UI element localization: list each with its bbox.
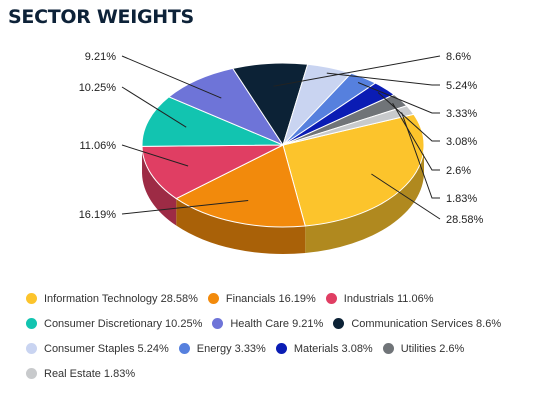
data-label-7: 3.33% xyxy=(446,108,477,120)
leader-line-2 xyxy=(121,144,189,167)
legend-marker-icon xyxy=(26,318,37,329)
legend-label: Industrials 11.06% xyxy=(343,292,434,305)
legend-row: Real Estate 1.83% xyxy=(26,361,538,386)
legend-label: Health Care 9.21% xyxy=(230,317,324,330)
legend-item-communication-services[interactable]: Communication Services 8.6% xyxy=(333,318,501,330)
legend-marker-icon xyxy=(178,343,190,354)
legend-label: Communication Services 8.6% xyxy=(351,317,502,330)
leader-line-7 xyxy=(357,82,440,114)
pie-side-1 xyxy=(176,198,306,254)
legend-item-information-technology[interactable]: Information Technology 28.58% xyxy=(26,293,198,305)
legend-marker-icon xyxy=(26,343,37,354)
legend-row: Information Technology 28.58% Financials… xyxy=(26,286,538,311)
leader-line-5 xyxy=(273,55,441,87)
legend-label: Utilities 2.6% xyxy=(400,342,465,355)
legend-marker-icon xyxy=(212,318,224,329)
legend-row: Consumer Discretionary 10.25% Health Car… xyxy=(26,311,538,336)
legend-item-utilities[interactable]: Utilities 2.6% xyxy=(382,342,465,355)
legend-item-consumer-staples[interactable]: Consumer Staples 5.24% xyxy=(26,343,169,355)
legend-marker-icon xyxy=(325,293,337,304)
legend-label: Information Technology 28.58% xyxy=(44,292,198,305)
leader-line-0 xyxy=(371,173,441,220)
pie-side-0 xyxy=(305,145,424,253)
pie-chart: 28.58% 16.19% 11.06% 10.25% 9.21% 8.6% 5.24% 3.… xyxy=(79,51,484,254)
data-label-9: 2.6% xyxy=(446,165,471,177)
legend-marker-icon xyxy=(26,293,37,304)
legend-label: Materials 3.08% xyxy=(293,342,373,355)
legend-label: Consumer Discretionary 10.25% xyxy=(44,317,203,330)
leader-line-1 xyxy=(121,200,249,215)
data-label-10: 1.83% xyxy=(446,193,477,205)
legend-label: Financials 16.19% xyxy=(225,292,316,305)
legend-item-real-estate[interactable]: Real Estate 1.83% xyxy=(26,368,135,380)
legend-item-health-care[interactable]: Health Care 9.21% xyxy=(212,318,323,330)
data-label-0: 28.58% xyxy=(446,214,484,226)
legend-row: Consumer Staples 5.24% Energy 3.33% Mate… xyxy=(26,336,538,361)
legend-marker-icon xyxy=(333,318,345,329)
legend-item-consumer-discretionary[interactable]: Consumer Discretionary 10.25% xyxy=(26,318,202,330)
data-label-2: 11.06% xyxy=(80,140,117,152)
legend-item-energy[interactable]: Energy 3.33% xyxy=(178,342,266,355)
pie-slice-2 xyxy=(141,144,284,200)
legend-label: Energy 3.33% xyxy=(196,342,266,355)
legend-item-industrials[interactable]: Industrials 11.06% xyxy=(325,292,434,305)
legend-marker-icon xyxy=(275,343,287,354)
legend: Information Technology 28.58% Financials… xyxy=(26,286,538,386)
pie-slice-1 xyxy=(175,144,306,228)
legend-item-materials[interactable]: Materials 3.08% xyxy=(275,342,373,355)
leader-line-4 xyxy=(121,55,222,99)
pie-slice-3 xyxy=(141,96,284,147)
pie-slice-10 xyxy=(282,105,415,146)
legend-item-financials[interactable]: Financials 16.19% xyxy=(207,292,316,305)
legend-marker-icon xyxy=(26,368,37,379)
data-label-4: 9.21% xyxy=(85,51,116,63)
chart-title: SECTOR WEIGHTS xyxy=(8,6,194,28)
leader-line-10 xyxy=(401,112,440,199)
data-label-8: 3.08% xyxy=(446,136,477,148)
pie-slice-0 xyxy=(282,113,425,227)
legend-label: Consumer Staples 5.24% xyxy=(44,342,169,355)
data-label-3: 10.25% xyxy=(79,82,117,94)
legend-label: Real Estate 1.83% xyxy=(44,367,136,380)
leader-line-6 xyxy=(326,72,440,86)
legend-marker-icon xyxy=(207,293,219,304)
data-label-5: 8.6% xyxy=(446,51,471,63)
pie-side-2 xyxy=(142,146,177,226)
legend-marker-icon xyxy=(382,343,394,354)
data-label-1: 16.19% xyxy=(79,209,117,221)
leader-line-3 xyxy=(121,86,187,128)
data-label-6: 5.24% xyxy=(446,80,477,92)
